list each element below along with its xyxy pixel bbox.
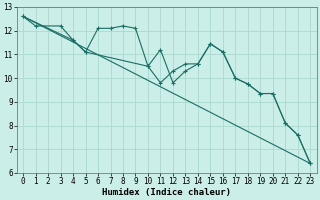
X-axis label: Humidex (Indice chaleur): Humidex (Indice chaleur) — [102, 188, 231, 197]
